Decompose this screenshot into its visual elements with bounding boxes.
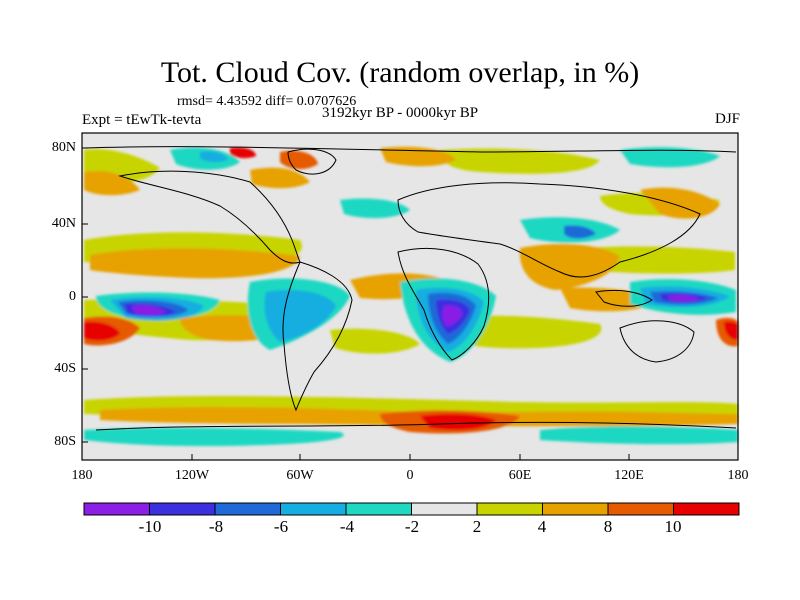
anomaly-patch [440,148,600,174]
lat-label-80s: 80S [54,434,76,449]
season-label: DJF [714,111,740,127]
axis-ticks [82,147,630,460]
colorbar-swatch [607,502,674,516]
coastline [595,289,653,307]
lat-label-40s: 40S [54,361,76,376]
anomaly-patch [668,295,700,302]
colorbar-label: 4 [537,517,547,536]
colorbar-swatch [673,502,740,516]
anomaly-patch [330,328,420,354]
colorbar [83,502,740,516]
colorbar-swatch [345,502,412,516]
colorbar-swatch [411,502,478,516]
coastline [619,320,695,363]
anomaly-patch [620,147,720,168]
coastline [397,182,701,278]
colorbar-label: -4 [339,517,355,536]
anomaly-field [84,146,738,446]
lon-label-60w: 60W [286,468,314,483]
colorbar-swatch [542,502,609,516]
colorbar-swatch [83,502,150,516]
coastline [95,421,737,431]
anomaly-patch [264,289,336,342]
anomaly-patch [280,150,318,170]
anomaly-patch [84,170,140,196]
anomaly-patch [564,225,596,239]
colorbar-label: 8 [603,517,613,536]
lon-label-0: 0 [406,468,414,483]
period-label: 3192kyr BP - 0000kyr BP [322,105,479,121]
anomaly-patch [230,147,256,159]
anomaly-patch [442,305,462,326]
colorbar-swatch [476,502,543,516]
lon-label-120w: 120W [174,468,210,483]
lon-label-180w: 180 [71,468,93,483]
anomaly-patch [84,321,120,341]
colorbar-label: 2 [472,517,482,536]
coastlines [83,146,737,431]
anomaly-patch [540,426,738,445]
coastline [282,261,353,412]
plot-title: Tot. Cloud Cov. (random overlap, in %) [160,56,640,89]
anomaly-patch [132,305,166,315]
anomaly-patch [519,243,620,290]
stats-text: rmsd= 4.43592 diff= 0.0707626 [177,94,357,109]
colorbar-label: -6 [273,517,289,536]
colorbar-swatch [149,502,216,516]
colorbar-label: 10 [664,517,682,536]
anomaly-patch [724,321,738,340]
anomaly-patch [640,187,720,219]
lat-label-0: 0 [69,289,76,304]
anomaly-patch [200,151,228,163]
colorbar-label: -10 [138,517,162,536]
anomaly-patch [90,248,300,279]
anomaly-patch [340,198,410,219]
colorbar-swatch [214,502,281,516]
lat-label-40n: 40N [51,216,76,231]
coastline [287,148,337,175]
lon-label-180e: 180 [727,468,749,483]
anomaly-patch [250,167,310,189]
colorbar-swatch [280,502,347,516]
colorbar-label: -8 [208,517,224,536]
lon-label-60e: 60E [508,468,532,483]
experiment-label: Expt = tEwTk-tevta [82,112,202,128]
colorbar-label: -2 [404,517,420,536]
coastline [397,247,490,361]
coastline [83,146,737,153]
lat-label-80n: 80N [51,140,76,155]
anomaly-patch [420,413,496,430]
anomaly-patch [84,427,344,446]
lon-label-120e: 120E [614,468,644,483]
